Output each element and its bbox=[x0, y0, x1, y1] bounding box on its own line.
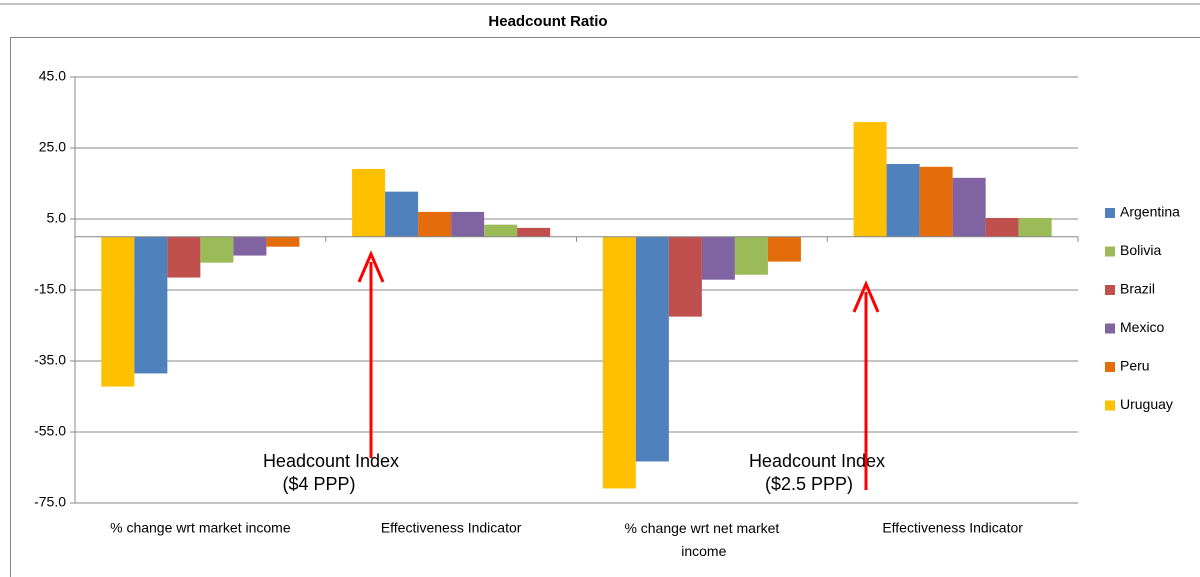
legend-label: Mexico bbox=[1120, 319, 1165, 335]
arrows bbox=[357, 250, 880, 490]
bar bbox=[266, 236, 300, 247]
bar bbox=[985, 217, 1019, 237]
y-tick-label: -75.0 bbox=[34, 494, 66, 510]
legend-swatch bbox=[1105, 362, 1115, 372]
bar bbox=[484, 224, 518, 237]
legend-swatch bbox=[1105, 323, 1115, 334]
y-tick-label: 45.0 bbox=[39, 68, 66, 84]
chart-frame bbox=[10, 37, 1200, 577]
legend-label: Brazil bbox=[1120, 281, 1155, 297]
bar bbox=[101, 236, 135, 387]
bar bbox=[767, 236, 801, 262]
bar bbox=[1018, 217, 1052, 237]
bar bbox=[701, 236, 735, 280]
y-tick-label: -55.0 bbox=[34, 423, 66, 439]
legend-swatch bbox=[1105, 400, 1115, 411]
bar bbox=[418, 211, 452, 237]
legend-label: Argentina bbox=[1120, 204, 1180, 220]
x-tick-label: % change wrt net market income bbox=[624, 520, 779, 559]
bar bbox=[602, 236, 636, 489]
legend-swatch bbox=[1105, 285, 1115, 295]
bar bbox=[517, 227, 551, 237]
bar bbox=[952, 177, 986, 237]
bar bbox=[200, 236, 234, 263]
bar bbox=[385, 191, 419, 237]
annotation: ($4 PPP) bbox=[282, 474, 355, 494]
y-tick-label: 25.0 bbox=[39, 139, 66, 155]
legend-label: Bolivia bbox=[1120, 242, 1161, 258]
bar bbox=[919, 166, 953, 237]
bar bbox=[167, 236, 201, 278]
legend-swatch bbox=[1105, 246, 1115, 257]
x-tick-label: Effectiveness Indicator bbox=[882, 520, 1023, 536]
bar bbox=[134, 236, 168, 374]
legend-label: Uruguay bbox=[1120, 396, 1173, 412]
bar bbox=[886, 163, 920, 237]
chart-title: Headcount Ratio bbox=[488, 13, 607, 30]
bar bbox=[635, 236, 669, 462]
annotation: ($2.5 PPP) bbox=[765, 474, 853, 494]
bar bbox=[233, 236, 267, 256]
annotation: Headcount Index bbox=[263, 451, 399, 471]
x-tick-label: % change wrt market income bbox=[110, 520, 291, 536]
y-tick-label: 5.0 bbox=[47, 210, 67, 226]
arrow-head bbox=[357, 250, 385, 283]
y-tick-label: -15.0 bbox=[34, 281, 66, 297]
bar bbox=[734, 236, 768, 275]
bar bbox=[853, 122, 887, 237]
arrow-head bbox=[852, 280, 880, 313]
bar bbox=[668, 236, 702, 317]
x-tick-label: Effectiveness Indicator bbox=[381, 520, 522, 536]
bar bbox=[352, 168, 386, 237]
legend-swatch bbox=[1105, 208, 1115, 218]
y-tick-label: -35.0 bbox=[34, 352, 66, 368]
annotation: Headcount Index bbox=[749, 451, 885, 471]
bar bbox=[451, 211, 485, 237]
legend-label: Peru bbox=[1120, 358, 1150, 374]
